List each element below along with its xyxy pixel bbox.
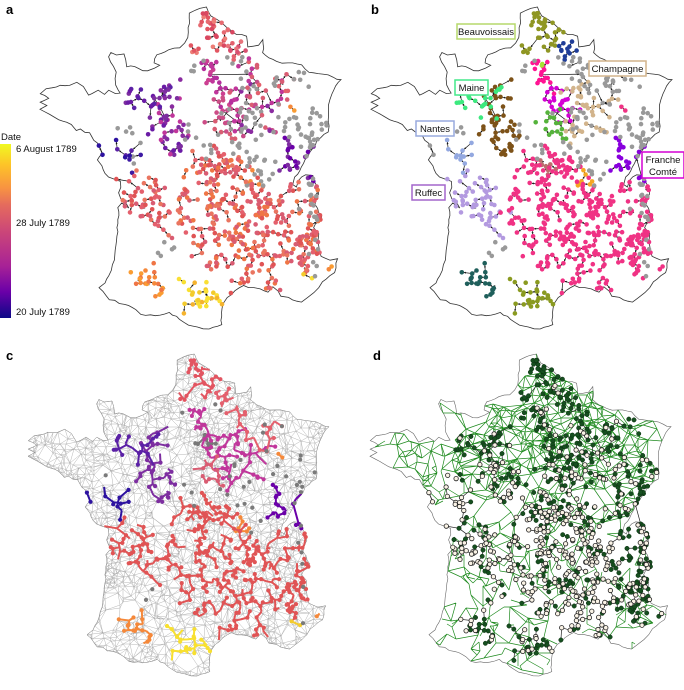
svg-text:d: d [373,348,381,363]
svg-text:Ruffec: Ruffec [415,188,443,199]
svg-text:6 August 1789: 6 August 1789 [16,144,77,155]
svg-text:Franche: Franche [646,155,681,166]
svg-text:c: c [6,348,13,363]
svg-text:Date: Date [1,132,21,143]
svg-text:28 July 1789: 28 July 1789 [16,218,70,229]
svg-text:20 July 1789: 20 July 1789 [16,307,70,318]
svg-text:Comté: Comté [649,167,677,178]
svg-text:Maine: Maine [459,83,485,94]
svg-text:Beauvoissais: Beauvoissais [458,27,514,38]
svg-text:Champagne: Champagne [592,64,644,75]
svg-text:Nantes: Nantes [420,124,450,135]
svg-text:b: b [371,2,379,17]
svg-text:a: a [6,2,14,17]
